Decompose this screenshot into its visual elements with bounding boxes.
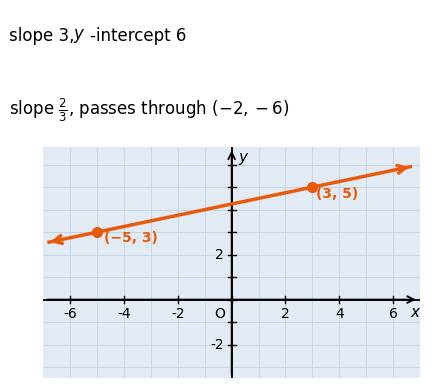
Text: slope 3,: slope 3, [9,27,79,46]
Text: -intercept 6: -intercept 6 [90,27,186,46]
Text: 2: 2 [215,247,223,262]
Text: 2: 2 [281,308,290,322]
Text: -4: -4 [117,308,131,322]
Text: (3, 5): (3, 5) [317,187,359,201]
Text: $y$: $y$ [73,27,86,46]
Text: slope $\frac{2}{3}$, passes through $(-2, -6)$: slope $\frac{2}{3}$, passes through $(-2… [9,97,289,124]
Text: O: O [214,308,225,322]
Text: 4: 4 [335,308,344,322]
Text: -6: -6 [63,308,77,322]
Text: $x$: $x$ [410,305,422,320]
Text: $y$: $y$ [238,151,249,167]
Text: -2: -2 [171,308,184,322]
Text: (−5, 3): (−5, 3) [104,231,158,245]
Text: 6: 6 [389,308,397,322]
Text: -2: -2 [210,337,223,352]
